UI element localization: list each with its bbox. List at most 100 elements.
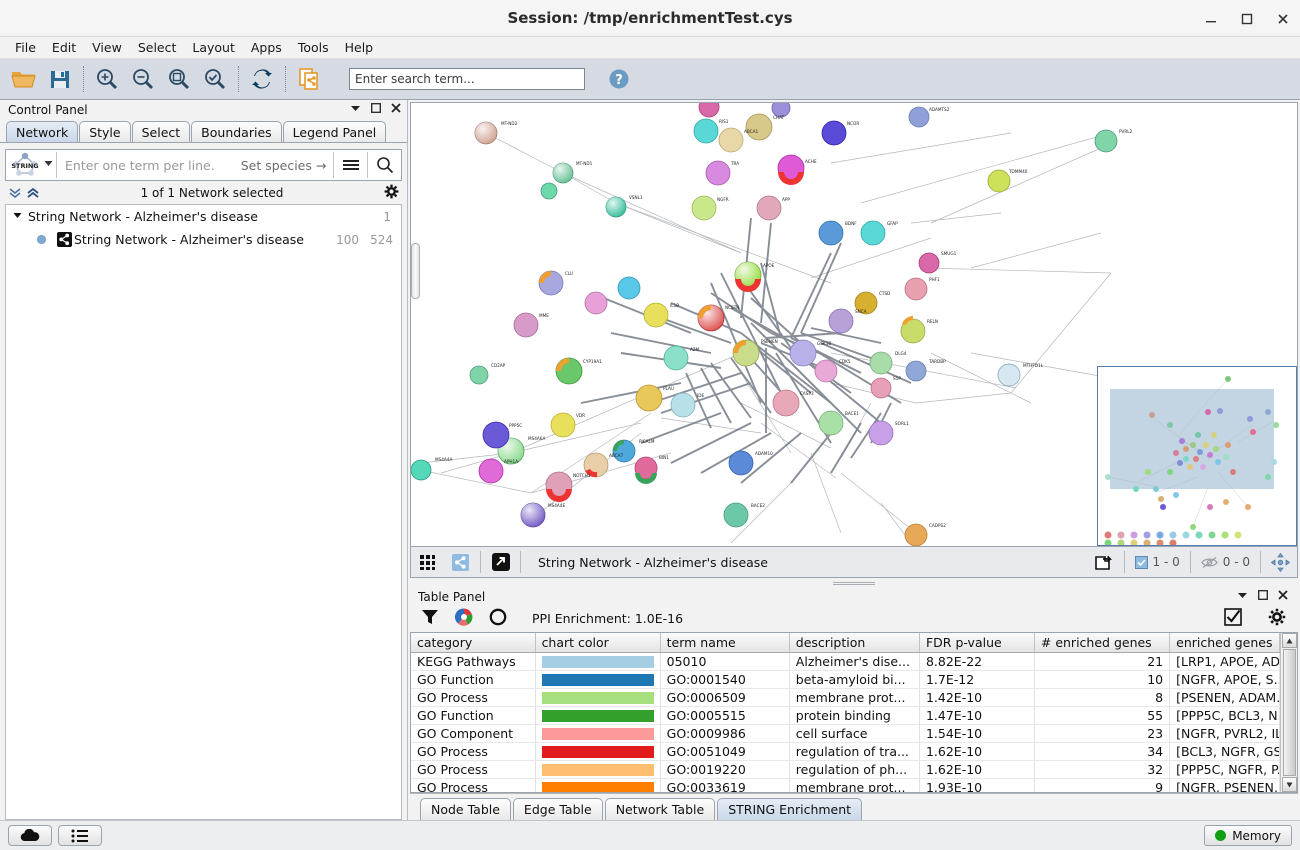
expand-arrow-icon[interactable] [484, 548, 517, 577]
open-folder-icon[interactable] [6, 61, 42, 97]
tree-root-row[interactable]: String Network - Alzheimer's disease 1 [6, 205, 401, 228]
col-chart-color[interactable]: chart color [535, 633, 661, 654]
export-image-icon[interactable] [1088, 548, 1121, 577]
network-overview-panel[interactable] [1097, 366, 1297, 546]
list-icon[interactable] [58, 825, 102, 846]
col-fdr-pvalue[interactable]: FDR p-value [919, 633, 1035, 654]
expand-arrow-icon[interactable] [6, 212, 28, 222]
table-row[interactable]: GO Component GO:0009986 cell surface 1.54E-… [411, 724, 1280, 744]
menu-edit[interactable]: Edit [51, 40, 77, 55]
save-icon[interactable] [42, 61, 78, 97]
zoom-fit-icon[interactable] [161, 61, 197, 97]
table-row[interactable]: GO Process GO:0006509 membrane prot... 1.42… [411, 688, 1280, 708]
col-enriched-genes[interactable]: enriched genes [1169, 633, 1280, 654]
enrichment-table-area[interactable]: category chart color term name descripti… [410, 632, 1298, 793]
tab-style[interactable]: Style [79, 121, 131, 142]
window-title: Session: /tmp/enrichmentTest.cys [507, 9, 793, 27]
tab-legend-panel[interactable]: Legend Panel [282, 121, 387, 142]
menu-apps[interactable]: Apps [250, 40, 282, 55]
chart-color-swatch [541, 691, 654, 704]
cell-description: cell surface [789, 724, 920, 744]
menu-tools[interactable]: Tools [297, 40, 329, 55]
gear-icon[interactable] [384, 184, 399, 202]
set-species-link[interactable]: Set species → [240, 157, 327, 173]
zoom-selected-icon[interactable] [197, 61, 233, 97]
hamburger-icon[interactable] [334, 158, 367, 172]
pie-chart-icon[interactable] [454, 607, 474, 630]
collapse-expand-icons[interactable] [8, 187, 40, 199]
network-graph[interactable]: MT-ND2 MT-ND1 VSNL1 CD2AP MS4A4A MS4A6A … [411, 103, 1297, 547]
tab-node-table[interactable]: Node Table [420, 798, 511, 820]
network-selection-bar: 1 of 1 Network selected [0, 181, 407, 204]
cell-description: regulation of tra... [789, 742, 920, 762]
center-network-icon[interactable] [1264, 548, 1297, 577]
filter-icon[interactable] [420, 607, 440, 630]
menu-select[interactable]: Select [137, 40, 177, 55]
grid-view-icon[interactable] [411, 548, 444, 577]
title-bar: Session: /tmp/enrichmentTest.cys [0, 0, 1300, 37]
svg-text:NCSTN: NCSTN [725, 305, 739, 310]
tab-string-enrichment[interactable]: STRING Enrichment [717, 798, 863, 820]
scroll-up-icon[interactable] [1281, 633, 1297, 649]
table-row[interactable]: GO Function GO:0001540 beta-amyloid bi... 1… [411, 670, 1280, 690]
share-document-icon[interactable] [291, 61, 327, 97]
tab-network-table[interactable]: Network Table [604, 798, 716, 820]
table-row[interactable]: GO Process GO:0019220 regulation of ph... 1… [411, 760, 1280, 780]
close-icon[interactable] [1274, 10, 1292, 28]
gear-icon[interactable] [1268, 608, 1286, 629]
table-panel-header: Table Panel [410, 588, 1298, 605]
float-panel-icon[interactable] [1258, 590, 1268, 603]
memory-status-button[interactable]: Memory [1204, 825, 1292, 846]
zoom-out-icon[interactable] [125, 61, 161, 97]
search-icon[interactable] [368, 156, 401, 174]
scroll-down-icon[interactable] [1281, 777, 1297, 792]
string-species-caret-icon[interactable] [44, 160, 56, 170]
canvas-scroll-handle[interactable] [411, 243, 420, 299]
cell-num-enriched-genes: 34 [1034, 742, 1171, 762]
string-term-input[interactable]: Enter one term per line. Set species → [57, 158, 333, 173]
col-description[interactable]: description [789, 633, 920, 654]
float-panel-icon[interactable] [371, 103, 381, 116]
refresh-icon[interactable] [244, 61, 280, 97]
menu-file[interactable]: File [15, 40, 36, 55]
help-icon[interactable]: ? [601, 61, 637, 97]
tab-select[interactable]: Select [131, 121, 191, 142]
selected-nodes-indicator[interactable]: 1 - 0 [1128, 555, 1187, 569]
cloud-icon[interactable] [8, 825, 52, 846]
scroll-thumb[interactable] [1282, 649, 1296, 776]
overview-viewport-rect[interactable] [1110, 389, 1274, 489]
hidden-nodes-indicator[interactable]: 0 - 0 [1194, 555, 1257, 569]
tree-child-row[interactable]: String Network - Alzheimer's disease 100… [6, 228, 401, 251]
tab-edge-table[interactable]: Edge Table [512, 798, 603, 820]
menu-view[interactable]: View [92, 40, 122, 55]
table-row[interactable]: GO Process GO:0033619 membrane prot... 1.93… [411, 778, 1280, 792]
tab-boundaries[interactable]: Boundaries [191, 121, 282, 142]
menu-layout[interactable]: Layout [192, 40, 235, 55]
close-panel-icon[interactable] [1278, 590, 1288, 603]
cell-fdr-pvalue: 1.54E-10 [919, 724, 1035, 744]
col-num-enriched-genes[interactable]: # enriched genes [1034, 633, 1171, 654]
chevron-down-icon[interactable] [1237, 590, 1248, 603]
maximize-icon[interactable] [1238, 10, 1256, 28]
cell-term-name: 05010 [660, 652, 790, 672]
enrichment-table[interactable]: category chart color term name descripti… [411, 633, 1280, 792]
donut-chart-icon[interactable] [488, 607, 508, 630]
col-term-name[interactable]: term name [660, 633, 790, 654]
checkbox-checked-icon[interactable] [1224, 608, 1242, 629]
table-row[interactable]: GO Process GO:0051049 regulation of tra...… [411, 742, 1280, 762]
close-panel-icon[interactable] [391, 103, 401, 116]
cell-category: GO Function [411, 670, 536, 690]
col-category[interactable]: category [411, 633, 536, 654]
tab-network[interactable]: Network [6, 121, 79, 142]
panel-splitter[interactable] [408, 578, 1300, 588]
minimize-icon[interactable] [1202, 10, 1220, 28]
table-row[interactable]: GO Function GO:0005515 protein binding 1.47… [411, 706, 1280, 726]
share-network-icon[interactable] [444, 548, 477, 577]
zoom-in-icon[interactable] [89, 61, 125, 97]
table-row[interactable]: KEGG Pathways 05010 Alzheimer's dise... 8.8… [411, 652, 1280, 672]
menu-help[interactable]: Help [344, 40, 374, 55]
network-canvas[interactable]: MT-ND2 MT-ND1 VSNL1 CD2AP MS4A4A MS4A6A … [410, 102, 1298, 547]
search-input[interactable]: Enter search term... [349, 68, 585, 90]
table-vertical-scrollbar[interactable] [1280, 633, 1297, 792]
chevron-down-icon[interactable] [350, 103, 361, 116]
